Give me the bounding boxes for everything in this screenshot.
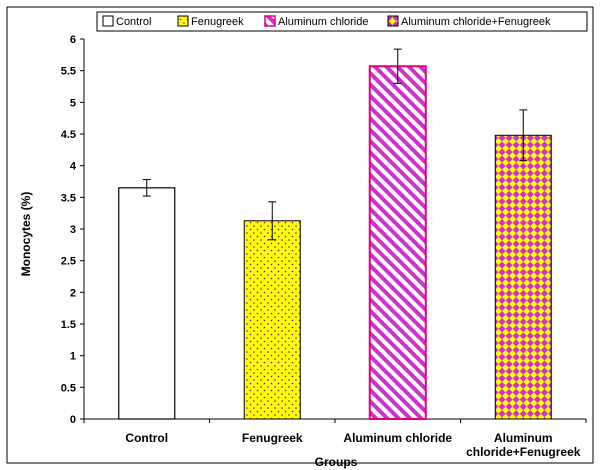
x-category-label: Fenugreek — [242, 431, 303, 445]
y-tick-label: 4 — [70, 161, 77, 173]
y-tick-label: 1.5 — [61, 319, 76, 331]
bar — [494, 134, 552, 420]
y-tick-label: 4.5 — [61, 129, 76, 141]
category-labels: Control Fenugreek Aluminum chloride Aluminu… — [125, 431, 580, 459]
bar — [243, 220, 301, 420]
y-axis-title: Monocytes (%) — [19, 192, 33, 277]
legend-swatch-fenugreek — [177, 15, 189, 27]
y-tick-label: 3.5 — [61, 192, 76, 204]
legend-swatch-aluminum-chloride — [264, 15, 276, 27]
y-tick-label: 5 — [70, 97, 76, 109]
x-category-label: Aluminum chloride — [343, 431, 452, 445]
y-tick-label: 3 — [70, 224, 76, 236]
x-axis-title: Groups — [315, 455, 358, 469]
y-tick-label: 2.5 — [61, 256, 76, 268]
legend-label-fenugreek: Fenugreek — [191, 16, 244, 28]
x-category-label: Aluminum — [494, 431, 553, 445]
x-category-label: chloride+Fenugreek — [466, 445, 581, 459]
legend-box — [96, 11, 588, 32]
legend-label-combo: Aluminum chloride+Fenugreek — [401, 16, 551, 28]
legend-swatch-combo — [387, 15, 399, 27]
legend-swatch-control — [102, 15, 114, 27]
y-tick-label: 6 — [70, 34, 76, 46]
bars — [118, 48, 552, 420]
bar — [368, 65, 427, 420]
legend: Control Fenugreek Aluminum chloride Alum… — [96, 11, 588, 32]
legend-label-control: Control — [116, 16, 151, 28]
y-tick-label: 5.5 — [61, 66, 76, 78]
y-tick-label: 1 — [70, 351, 76, 363]
y-tick-label: 0.5 — [61, 382, 76, 394]
legend-label-aluminum-chloride: Aluminum chloride — [278, 16, 368, 28]
bar — [118, 187, 176, 420]
y-tick-label: 2 — [70, 287, 76, 299]
y-tick-label: 0 — [70, 414, 76, 426]
x-category-label: Control — [125, 431, 168, 445]
